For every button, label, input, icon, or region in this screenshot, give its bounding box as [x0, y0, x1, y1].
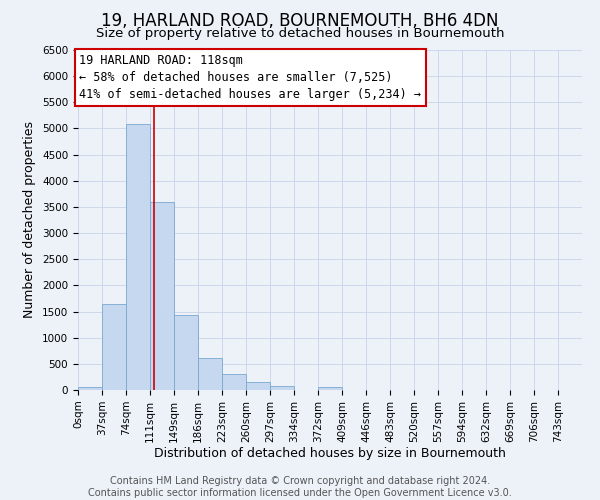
- Bar: [222, 374, 246, 390]
- X-axis label: Distribution of detached houses by size in Bournemouth: Distribution of detached houses by size …: [154, 448, 506, 460]
- Bar: [246, 382, 270, 390]
- Text: Size of property relative to detached houses in Bournemouth: Size of property relative to detached ho…: [96, 28, 504, 40]
- Bar: [126, 124, 150, 390]
- Text: 19 HARLAND ROAD: 118sqm
← 58% of detached houses are smaller (7,525)
41% of semi: 19 HARLAND ROAD: 118sqm ← 58% of detache…: [79, 54, 421, 101]
- Bar: [150, 202, 174, 390]
- Bar: [319, 388, 342, 390]
- Text: 19, HARLAND ROAD, BOURNEMOUTH, BH6 4DN: 19, HARLAND ROAD, BOURNEMOUTH, BH6 4DN: [101, 12, 499, 30]
- Y-axis label: Number of detached properties: Number of detached properties: [23, 122, 37, 318]
- Bar: [174, 315, 198, 390]
- Bar: [78, 387, 102, 390]
- Text: Contains HM Land Registry data © Crown copyright and database right 2024.
Contai: Contains HM Land Registry data © Crown c…: [88, 476, 512, 498]
- Bar: [270, 386, 294, 390]
- Bar: [198, 358, 222, 390]
- Bar: [102, 304, 126, 390]
